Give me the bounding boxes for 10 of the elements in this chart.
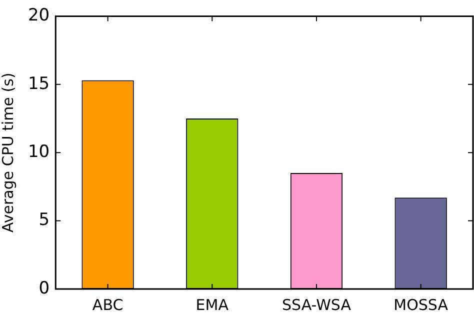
y-tick-label: 5 bbox=[38, 210, 50, 230]
x-tick-label: EMA bbox=[196, 296, 230, 314]
y-tick-label: 20 bbox=[28, 6, 50, 26]
y-tick-label: 0 bbox=[38, 278, 50, 298]
y-tick-label: 10 bbox=[28, 142, 50, 162]
x-tick-label: SSA-WSA bbox=[282, 296, 352, 314]
x-tick-label: MOSSA bbox=[394, 296, 449, 314]
y-axis-title: Average CPU time (s) bbox=[0, 72, 17, 233]
y-tick-label: 15 bbox=[28, 74, 50, 94]
x-tick-label: ABC bbox=[92, 296, 124, 314]
